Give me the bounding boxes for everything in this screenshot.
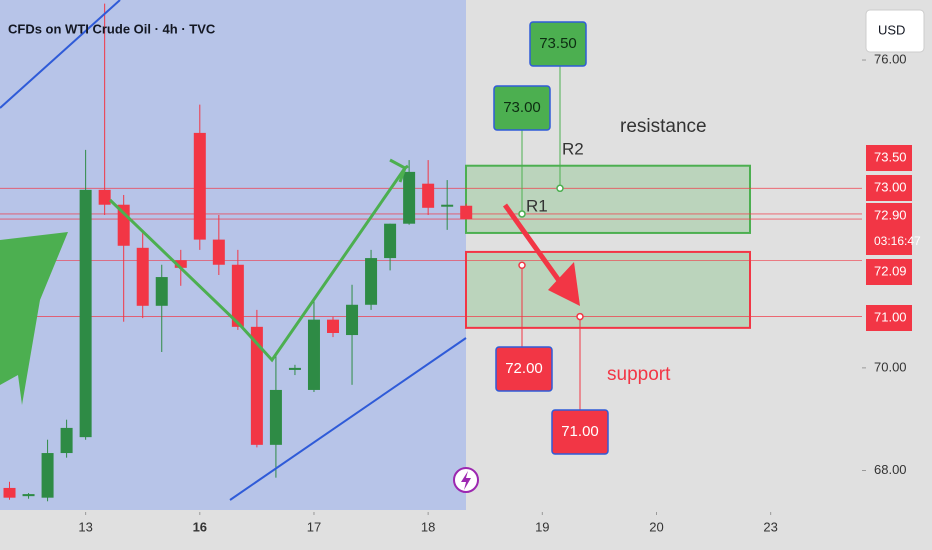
candle-body [231,264,244,327]
level-label: 71.00 [561,423,599,440]
level-box [495,346,553,392]
price-label: 71.00 [874,309,907,324]
candle-body [346,304,359,336]
candle-body [136,247,149,306]
price-label: 73.00 [874,179,907,194]
candle-body [174,260,187,268]
plot [0,3,862,502]
path-arrow-head [398,164,409,183]
channel-lower [229,337,467,501]
price-label: 72.90 [874,207,907,222]
level-label: 73.50 [539,35,577,52]
candle-body [155,277,168,306]
red-arrow [502,203,563,284]
x-tick-label: 17 [307,519,321,534]
price-label-box [866,203,912,255]
candle-body [403,171,416,224]
y-tick-label: 76.00 [874,51,907,66]
level-label: 73.00 [503,99,541,116]
level-point [518,210,526,218]
candle-body [422,183,435,208]
candle-body [212,239,225,265]
level-box [493,85,551,131]
level-box [551,409,609,455]
candle-body [307,319,320,390]
price-label: 72.09 [874,263,907,278]
candle-body [60,427,73,454]
level-point [518,261,526,270]
currency: USD [878,22,905,37]
chart-title: CFDs on WTI Crude Oil · 4h · TVC [8,21,216,36]
zone-label: resistance [620,116,707,137]
price-label: 73.50 [874,149,907,164]
level-point [556,184,564,193]
price-label-box [866,145,912,171]
candle-body [22,494,35,497]
candle-body [288,367,301,370]
red-arrow-head [548,262,580,306]
marker-label: R1 [526,196,548,215]
candle-body [250,326,263,445]
candle-body [460,205,473,220]
x-tick-label: 13 [78,519,92,534]
green-arrow [0,232,68,405]
candle-body [441,204,454,207]
x-tick-label: 16 [193,519,207,534]
x-tick-label: 19 [535,519,549,534]
y-tick-label: 70.00 [874,359,907,374]
candle-body [117,204,130,246]
x-tick-label: 23 [763,519,777,534]
zone [465,250,751,329]
candle-body [327,319,340,333]
lightning [461,471,471,490]
candle-body [193,132,206,240]
candle-body [98,189,111,205]
marker-label: R2 [562,139,584,158]
level-box [529,21,587,67]
price-label-box [866,175,912,201]
countdown: 03:16:47 [874,234,921,248]
candle-body [3,487,16,498]
zone [465,164,751,234]
path-arrow [108,158,408,363]
level-point [576,312,584,321]
candle-body [384,223,397,259]
candle-body [365,258,378,305]
level-label: 72.00 [505,360,543,377]
currency-box[interactable] [865,9,925,53]
price-label-box [866,259,912,285]
candle-body [41,453,54,498]
x-tick-label: 18 [421,519,435,534]
price-label-box [866,305,912,331]
channel-upper [0,0,121,109]
x-tick-label: 20 [649,519,663,534]
zone-label: support [607,364,671,385]
y-tick-label: 68.00 [874,462,907,477]
candle-body [269,389,282,445]
candle-body [79,189,92,438]
